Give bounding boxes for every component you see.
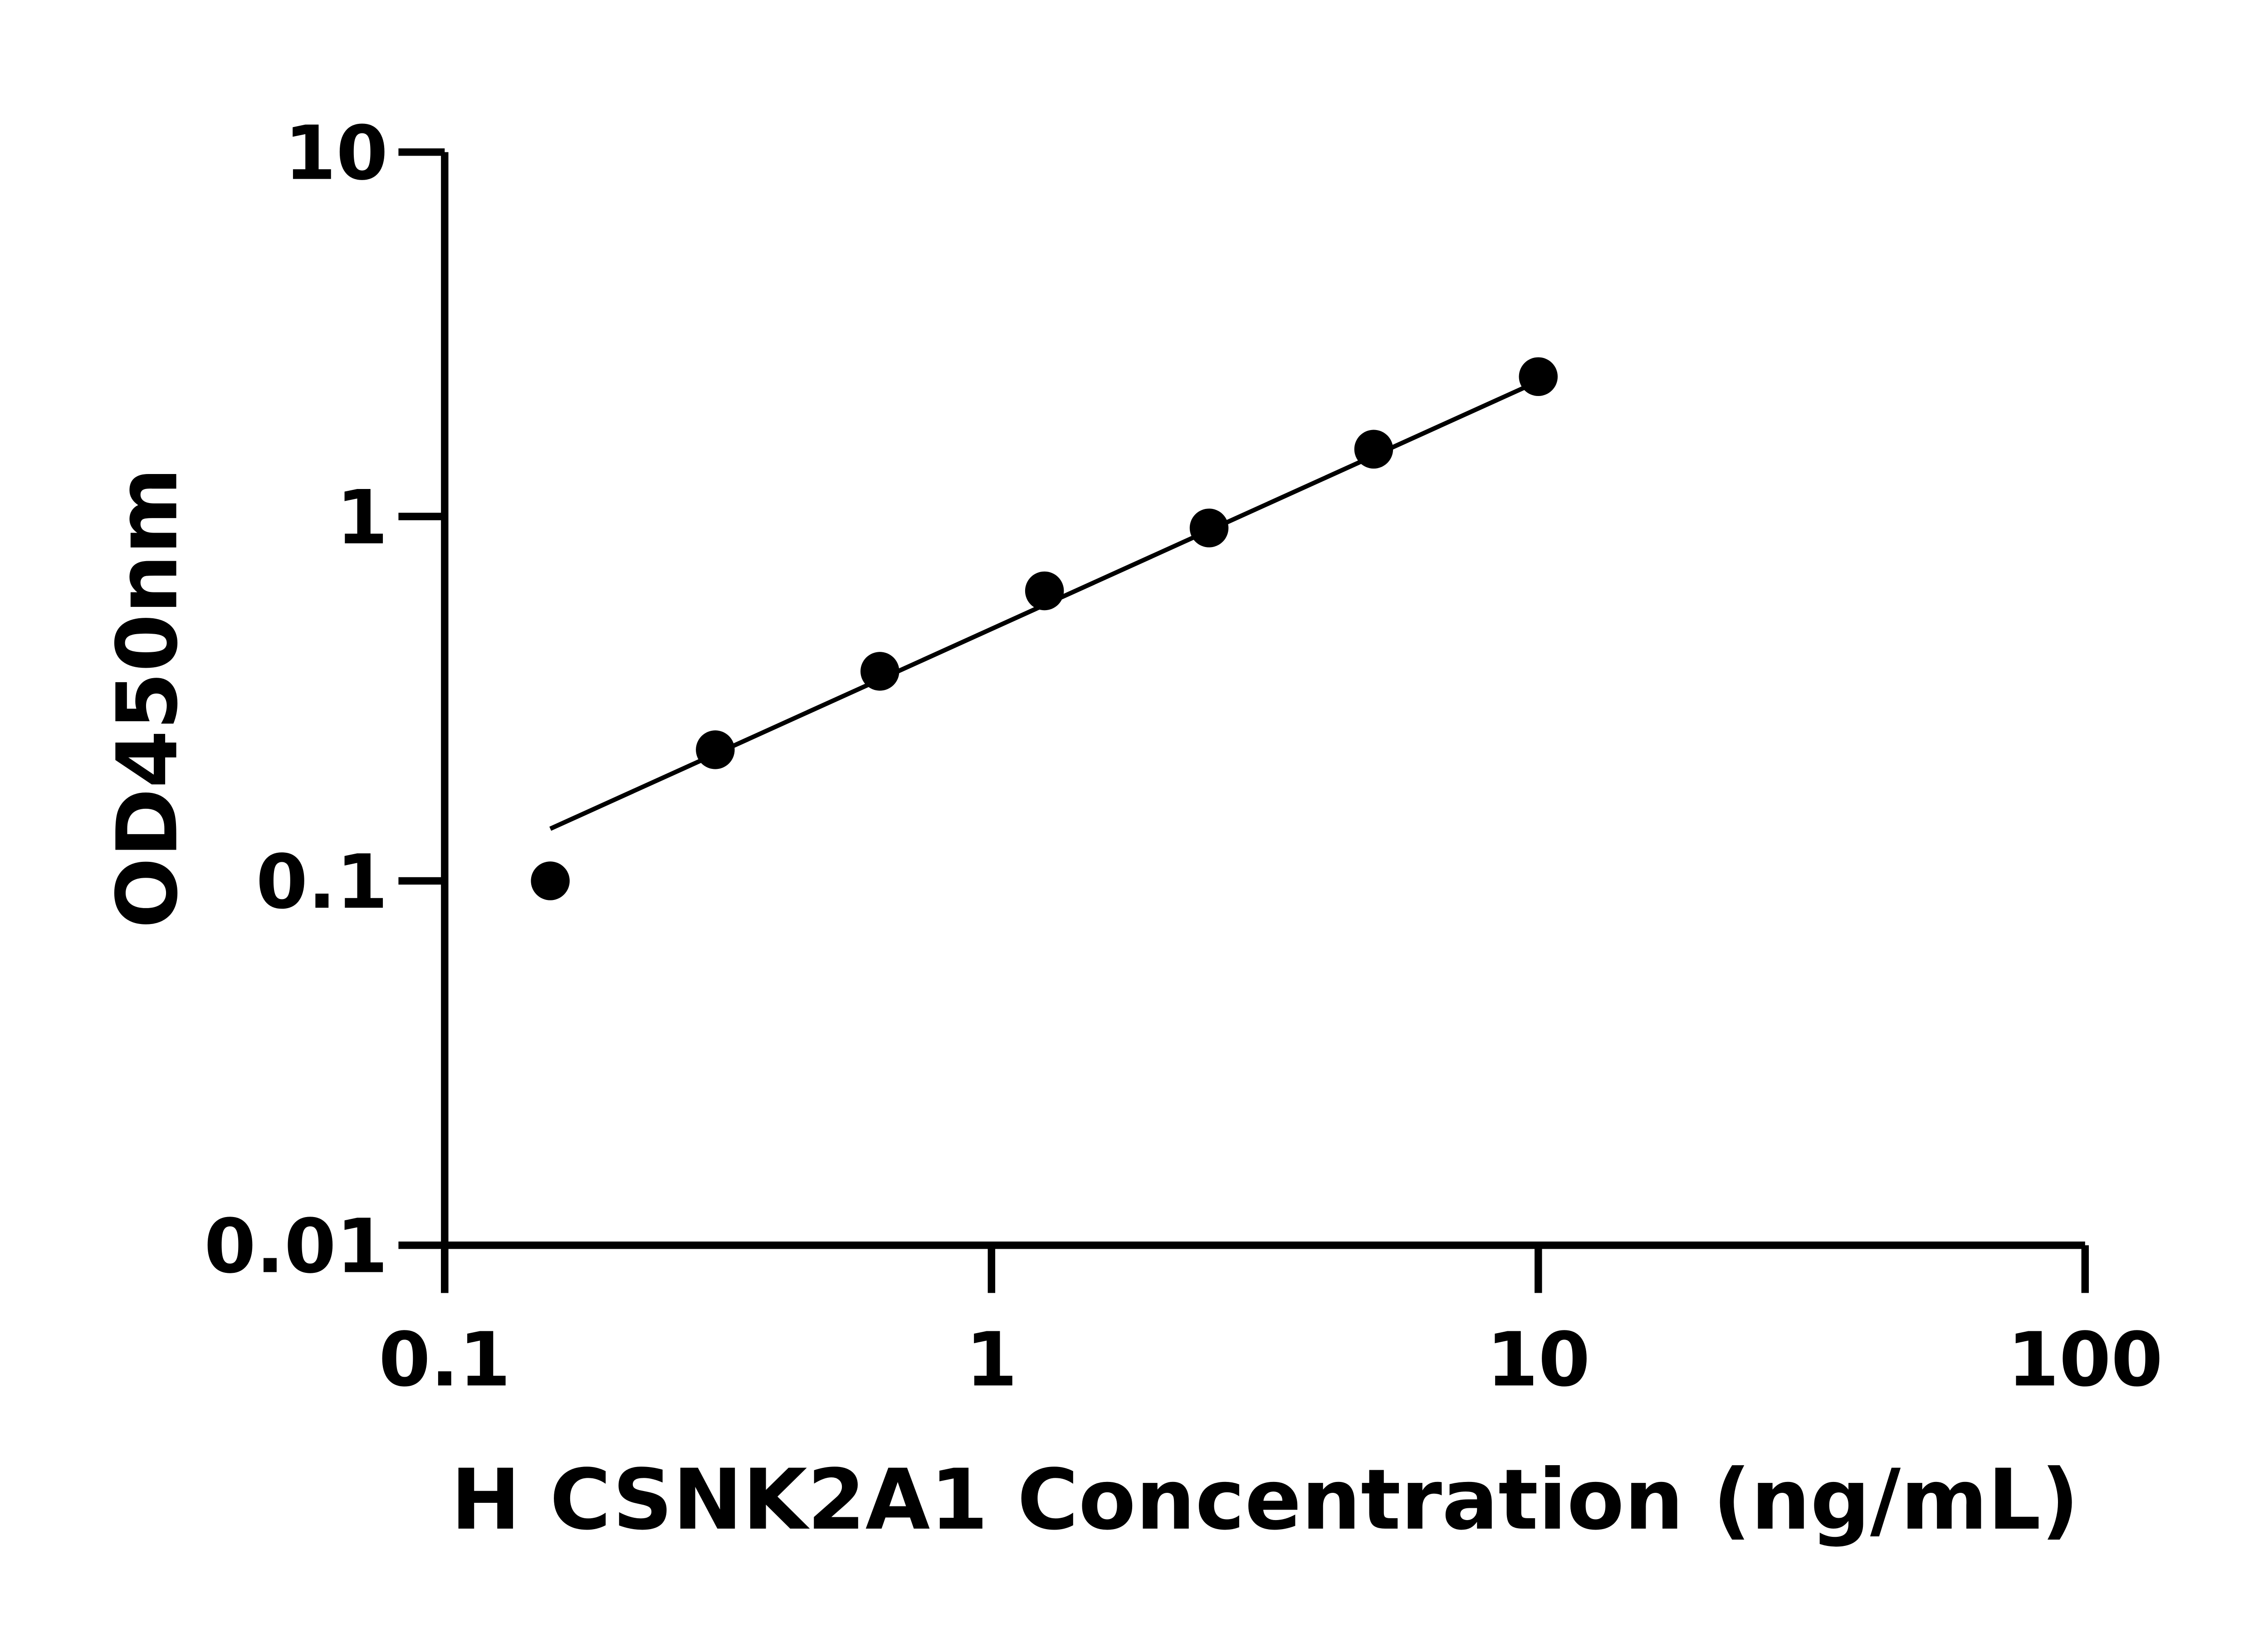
data-point xyxy=(1189,508,1229,548)
y-axis-label: OD450nm xyxy=(99,467,196,928)
x-axis-label: H CSNK2A1 Concentration (ng/mL) xyxy=(451,1452,2079,1549)
x-tick-label: 1 xyxy=(966,1316,1017,1403)
y-tick-label: 1 xyxy=(336,474,388,561)
x-tick-label: 100 xyxy=(2007,1316,2163,1403)
data-point xyxy=(1519,357,1558,396)
data-point xyxy=(1354,430,1393,469)
axes xyxy=(441,152,2085,1293)
y-tick-label: 0.1 xyxy=(256,838,388,925)
x-tick-label: 10 xyxy=(1486,1316,1590,1403)
data-point xyxy=(860,652,899,691)
data-point xyxy=(696,730,735,769)
data-point xyxy=(531,861,570,900)
data-points xyxy=(531,357,1558,900)
x-tick-label: 0.1 xyxy=(379,1316,511,1403)
data-point xyxy=(1025,571,1064,611)
y-tick-label: 10 xyxy=(284,110,388,197)
ticks: 0.01 0.1 1 10 0.1 1 10 100 xyxy=(204,110,2163,1403)
y-tick-label: 0.01 xyxy=(204,1203,388,1290)
